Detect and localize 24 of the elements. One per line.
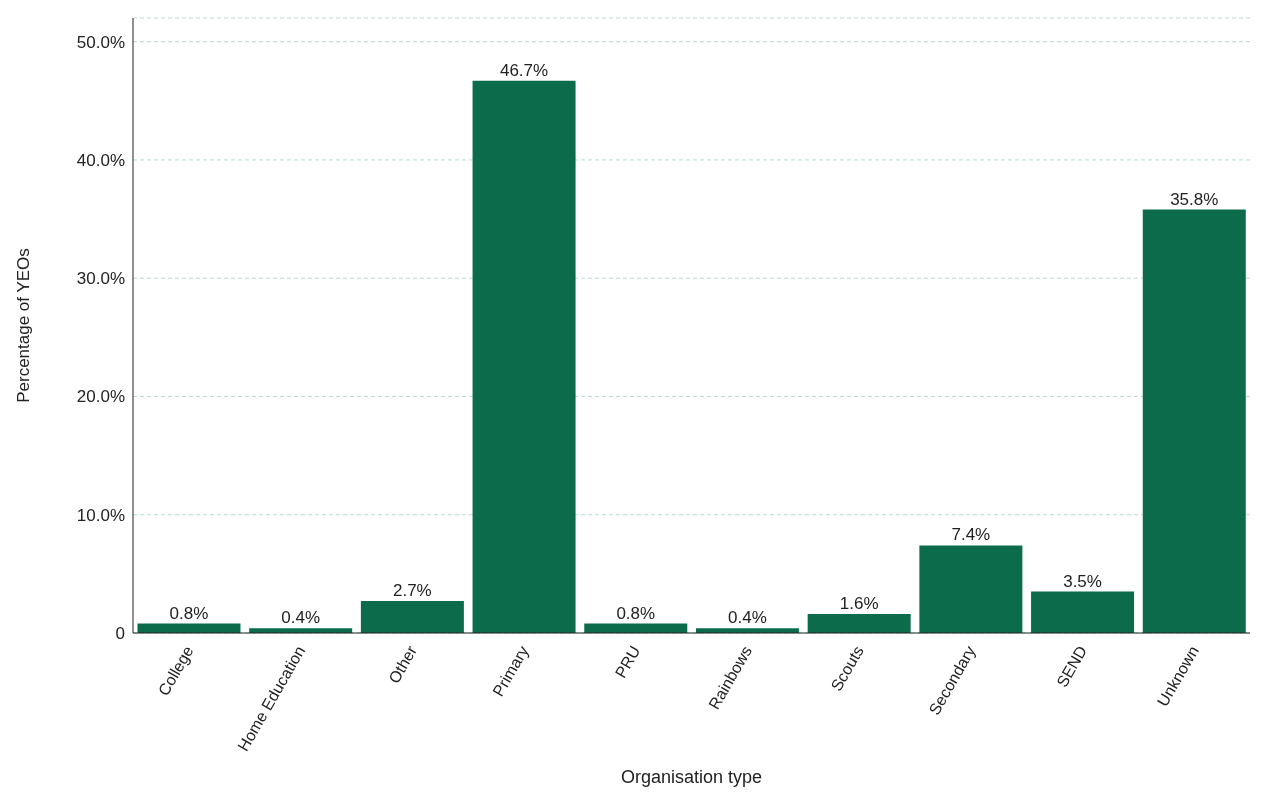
data-label: 0.8% [616,603,656,623]
data-label: 1.6% [839,594,879,614]
y-tick-label: 20.0% [76,387,125,407]
y-axis-title: Percentage of YEOs [14,248,34,403]
y-tick-label: 0 [115,624,125,644]
data-label: 46.7% [499,60,549,80]
bar [919,545,1023,633]
data-label: 0.4% [728,608,767,628]
data-label: 35.8% [1170,189,1219,209]
data-label: 2.7% [392,581,432,601]
x-axis-title: Organisation type [620,767,763,787]
bar [807,614,911,633]
bar [1031,591,1135,633]
y-tick-label: 50.0% [76,32,125,52]
data-label: 7.4% [951,525,991,545]
y-tick-label: 30.0% [76,269,125,289]
data-label: 3.5% [1063,571,1102,591]
bar [1142,209,1246,633]
bar [472,80,576,633]
data-label: 0.4% [281,608,321,628]
y-tick-label: 10.0% [76,505,125,525]
data-label: 0.8% [169,603,209,623]
y-tick-label: 40.0% [76,150,125,170]
bar [360,601,464,633]
